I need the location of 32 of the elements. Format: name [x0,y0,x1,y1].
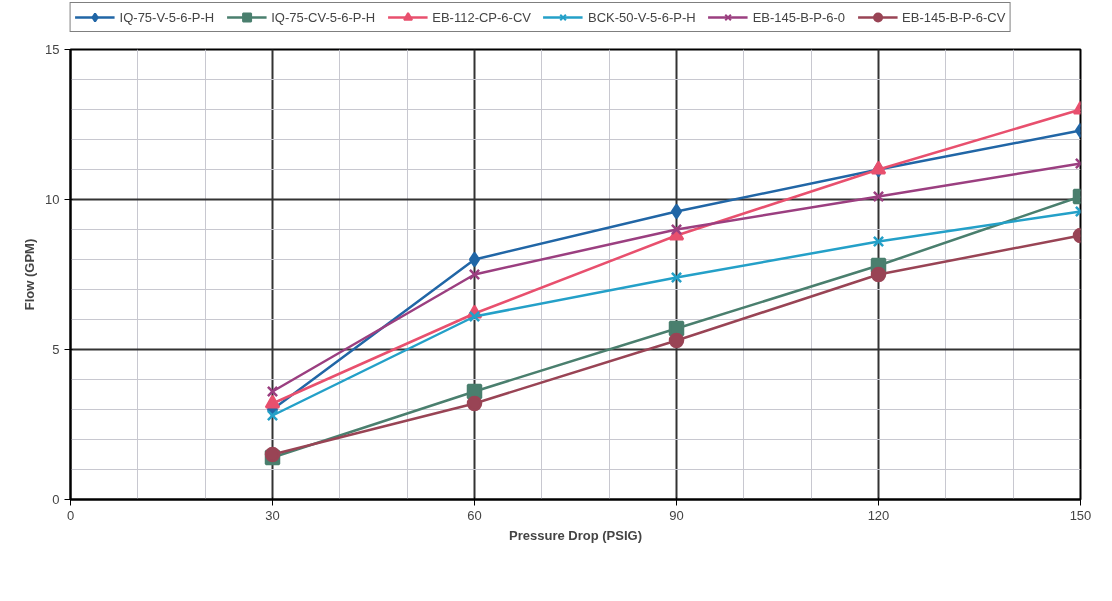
point [670,271,683,284]
y-tick-label: 10 [45,192,60,207]
point [872,190,885,203]
point [468,251,481,268]
x-tick-label: 60 [467,507,482,523]
legend-label: IQ-75-CV-5-6-P-H [271,9,376,25]
point [468,310,481,323]
legend-label: EB-145-B-P-6-0 [752,9,846,25]
y-tick-label: 0 [52,492,60,507]
y-tick-label: 15 [45,42,60,57]
x-tick-label: 150 [1069,507,1092,523]
legend-label: BCK-50-V-5-6-P-H [587,9,696,25]
point [466,395,483,412]
point [266,385,279,398]
y-tick-label: 5 [52,342,60,357]
x-tick-label: 0 [66,507,75,523]
y-axis-title: Flow (GPM) [22,238,38,311]
x-axis-title: Pressure Drop (PSIG) [509,527,642,543]
point [670,203,683,220]
point [668,332,685,349]
point [264,394,281,409]
x-tick-label: 90 [669,507,684,523]
point [670,223,683,236]
x-tick-label: 30 [265,507,280,523]
legend-label: EB-112-CP-6-CV [432,9,531,25]
legend-label: EB-145-B-P-6-CV [902,9,1006,25]
point [870,266,887,283]
point [468,268,481,281]
point [266,409,279,422]
point [872,235,885,248]
x-tick-label: 120 [867,507,890,523]
legend-label: IQ-75-V-5-6-P-H [119,9,215,25]
